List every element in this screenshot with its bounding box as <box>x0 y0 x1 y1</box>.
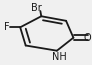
Text: Br: Br <box>31 3 42 13</box>
Text: F: F <box>4 22 9 32</box>
Text: NH: NH <box>52 52 67 62</box>
Text: O: O <box>83 33 91 43</box>
